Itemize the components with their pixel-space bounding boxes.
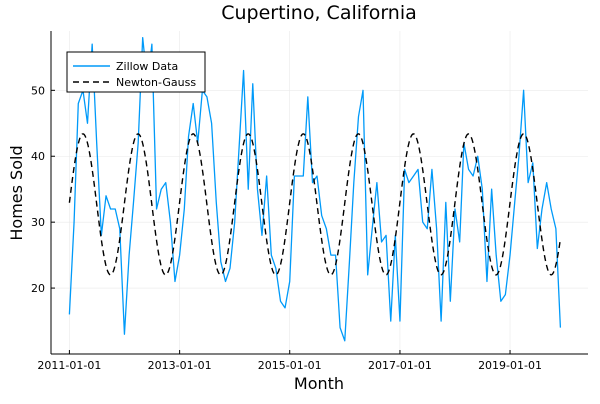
axes: [50, 31, 588, 355]
y-ticks: 20 30 40 50: [31, 84, 55, 295]
legend: Zillow Data Newton-Gauss: [66, 51, 206, 93]
x-ticks: 2011-01-01 2013-01-01 2015-01-01 2017-01-01…: [37, 350, 542, 372]
x-tick-label: 2017-01-01: [368, 359, 432, 372]
x-axis-label: Month: [294, 374, 344, 393]
y-tick-label: 40: [31, 150, 45, 163]
y-tick-label: 50: [31, 84, 45, 97]
series-layer: [68, 36, 562, 342]
y-axis-label: Homes Sold: [7, 145, 26, 240]
legend-label-newton-gauss: Newton-Gauss: [116, 76, 196, 89]
x-tick-label: 2019-01-01: [478, 359, 542, 372]
x-tick-label: 2013-01-01: [148, 359, 212, 372]
legend-box: [66, 51, 206, 93]
y-tick-label: 30: [31, 216, 45, 229]
legend-label-zillow-data: Zillow Data: [116, 60, 178, 73]
chart-title: Cupertino, California: [221, 2, 417, 24]
series-line-zillow-data: [68, 36, 562, 342]
x-tick-label: 2015-01-01: [258, 359, 322, 372]
x-tick-label: 2011-01-01: [37, 359, 101, 372]
y-tick-label: 20: [31, 282, 45, 295]
